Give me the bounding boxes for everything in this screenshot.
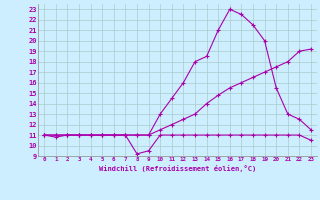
X-axis label: Windchill (Refroidissement éolien,°C): Windchill (Refroidissement éolien,°C) [99, 165, 256, 172]
